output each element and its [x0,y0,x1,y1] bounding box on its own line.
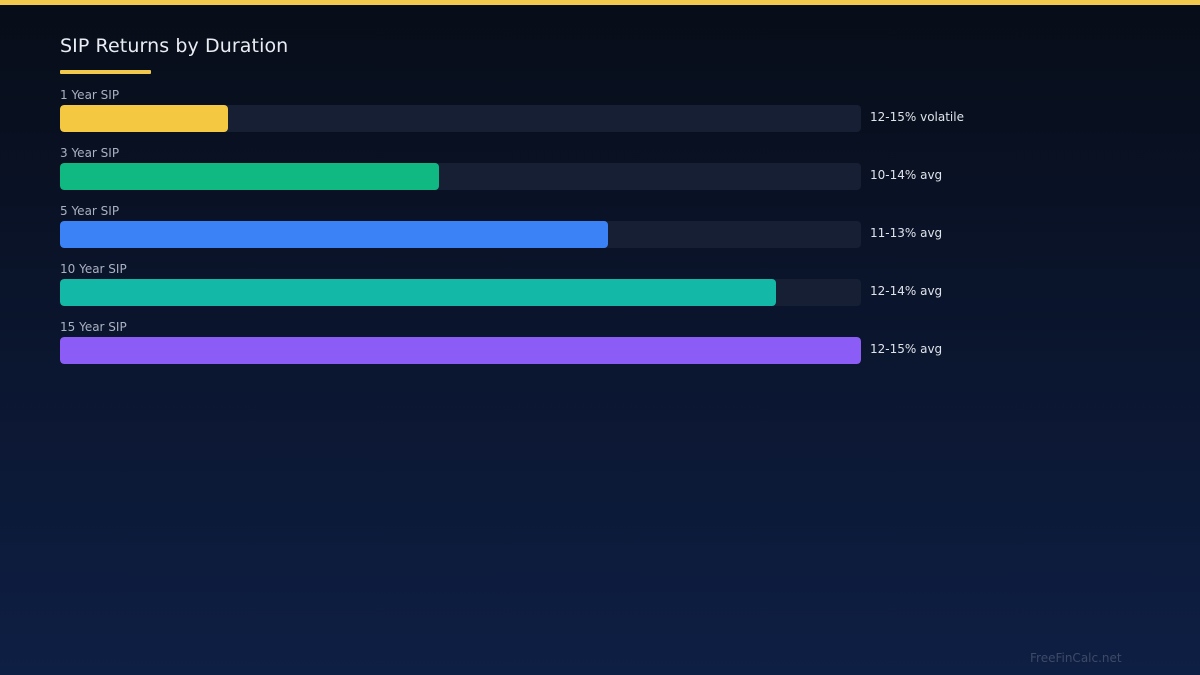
bar-rows: 1 Year SIP 12-15% volatile 3 Year SIP 10-14… [60,88,1060,378]
watermark: FreeFinCalc.net [1030,651,1122,665]
bar-row: 10 Year SIP 12-14% avg [60,262,1060,320]
bar-track [60,337,861,364]
bar-category-label: 1 Year SIP [60,88,120,102]
bar-track [60,221,861,248]
bar-value-label: 12-15% avg [870,342,943,356]
bar-fill [60,279,777,306]
title-underline [60,70,151,74]
bar-track [60,279,861,306]
bar-category-label: 15 Year SIP [60,320,127,334]
bar-track [60,163,861,190]
bar-fill [60,221,608,248]
bar-value-label: 11-13% avg [870,226,943,240]
bar-category-label: 3 Year SIP [60,146,120,160]
chart-title: SIP Returns by Duration [60,35,289,57]
bar-category-label: 10 Year SIP [60,262,127,276]
bar-row: 3 Year SIP 10-14% avg [60,146,1060,204]
bar-row: 5 Year SIP 11-13% avg [60,204,1060,262]
bar-value-label: 10-14% avg [870,168,943,182]
bar-fill [60,337,861,364]
top-accent-stripe [0,0,1200,5]
bar-value-label: 12-14% avg [870,284,943,298]
bar-value-label: 12-15% volatile [870,110,964,124]
bar-track [60,105,861,132]
bar-row: 1 Year SIP 12-15% volatile [60,88,1060,146]
bar-fill [60,105,229,132]
bar-fill [60,163,439,190]
bar-row: 15 Year SIP 12-15% avg [60,320,1060,378]
bar-category-label: 5 Year SIP [60,204,120,218]
